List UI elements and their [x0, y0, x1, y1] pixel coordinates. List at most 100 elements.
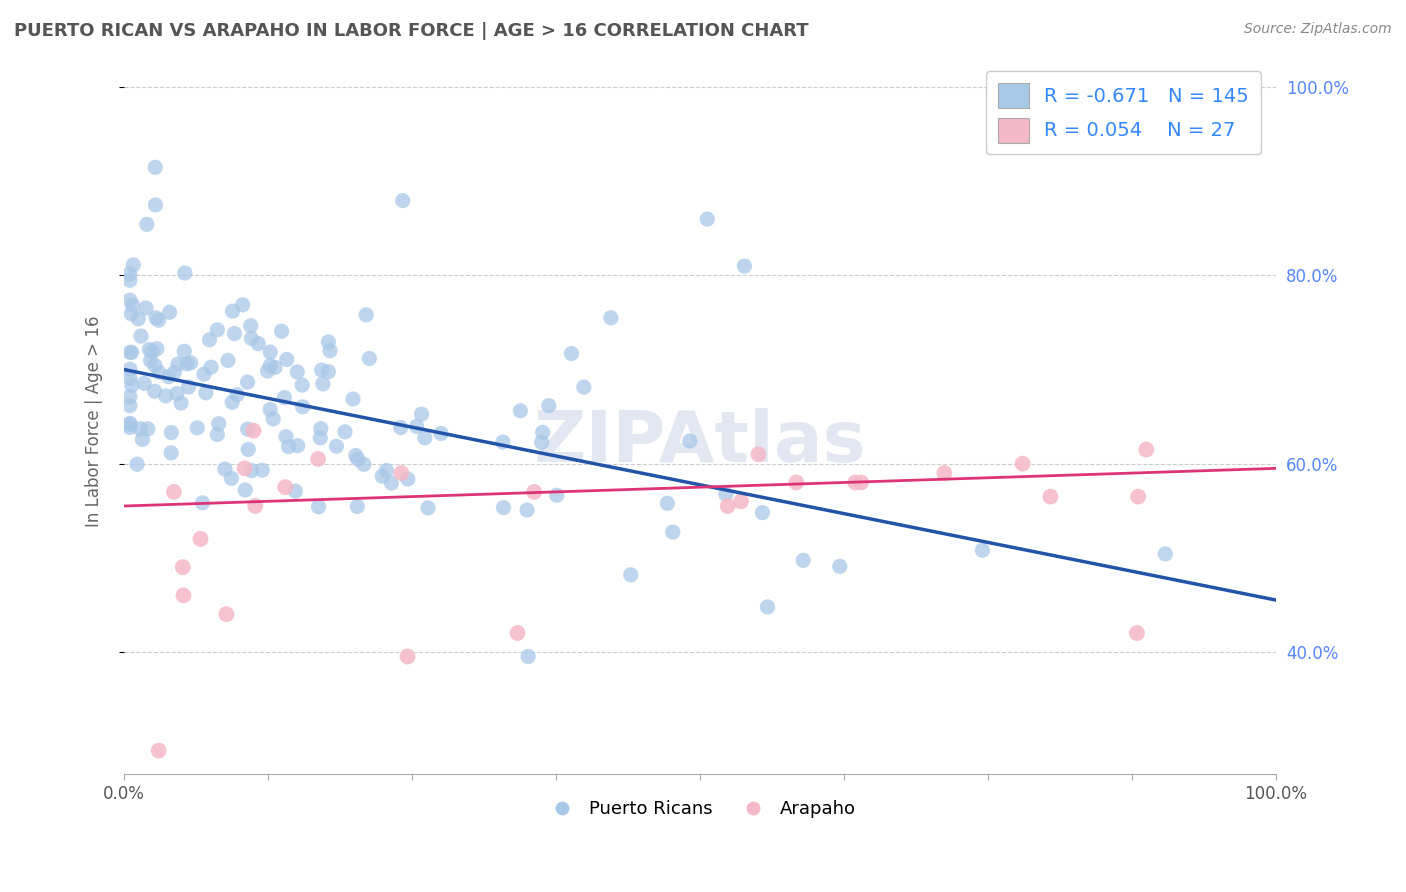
Point	[1039, 490, 1062, 504]
Point	[747, 447, 769, 461]
Point	[516, 503, 538, 517]
Point	[148, 313, 170, 327]
Point	[226, 387, 249, 401]
Point	[679, 434, 702, 448]
Point	[118, 362, 141, 376]
Point	[157, 369, 180, 384]
Point	[240, 464, 263, 478]
Point	[176, 357, 198, 371]
Point	[285, 365, 308, 379]
Point	[193, 368, 215, 382]
Point	[416, 500, 439, 515]
Point	[375, 463, 398, 477]
Point	[792, 553, 814, 567]
Point	[159, 305, 181, 319]
Point	[221, 395, 243, 409]
Point	[309, 422, 332, 436]
Point	[127, 311, 149, 326]
Point	[170, 396, 193, 410]
Point	[190, 532, 212, 546]
Point	[118, 293, 141, 307]
Point	[221, 471, 243, 485]
Legend: Puerto Ricans, Arapaho: Puerto Ricans, Arapaho	[537, 793, 863, 825]
Point	[198, 333, 221, 347]
Point	[129, 329, 152, 343]
Point	[291, 400, 314, 414]
Point	[413, 431, 436, 445]
Point	[756, 599, 779, 614]
Point	[207, 427, 229, 442]
Point	[217, 353, 239, 368]
Point	[118, 420, 141, 434]
Point	[135, 301, 157, 315]
Point	[273, 391, 295, 405]
Point	[325, 439, 347, 453]
Point	[259, 359, 281, 373]
Point	[259, 402, 281, 417]
Point	[828, 559, 851, 574]
Point	[236, 375, 259, 389]
Point	[318, 334, 340, 349]
Point	[733, 259, 755, 273]
Point	[200, 360, 222, 375]
Point	[207, 323, 229, 337]
Point	[208, 417, 231, 431]
Point	[173, 344, 195, 359]
Point	[751, 506, 773, 520]
Point	[233, 483, 256, 497]
Point	[1011, 457, 1033, 471]
Point	[242, 424, 264, 438]
Point	[125, 457, 148, 471]
Point	[849, 475, 872, 490]
Point	[270, 324, 292, 338]
Point	[172, 588, 194, 602]
Point	[118, 345, 141, 359]
Point	[155, 389, 177, 403]
Point	[145, 310, 167, 325]
Point	[523, 484, 546, 499]
Point	[371, 469, 394, 483]
Point	[430, 426, 453, 441]
Point	[287, 439, 309, 453]
Point	[344, 449, 367, 463]
Point	[844, 475, 866, 490]
Point	[506, 626, 529, 640]
Point	[141, 344, 163, 359]
Point	[259, 345, 281, 359]
Point	[221, 304, 243, 318]
Point	[492, 435, 515, 450]
Point	[274, 480, 297, 494]
Point	[139, 353, 162, 368]
Point	[284, 484, 307, 499]
Point	[291, 378, 314, 392]
Point	[396, 649, 419, 664]
Point	[239, 318, 262, 333]
Point	[236, 422, 259, 436]
Point	[934, 466, 956, 480]
Point	[309, 431, 332, 445]
Point	[391, 194, 413, 208]
Point	[186, 421, 208, 435]
Point	[214, 462, 236, 476]
Point	[354, 308, 377, 322]
Point	[146, 342, 169, 356]
Point	[167, 357, 190, 371]
Point	[215, 607, 238, 622]
Point	[252, 463, 274, 477]
Point	[143, 161, 166, 175]
Point	[1128, 490, 1150, 504]
Point	[118, 417, 141, 432]
Point	[160, 425, 183, 440]
Text: Source: ZipAtlas.com: Source: ZipAtlas.com	[1244, 22, 1392, 37]
Point	[129, 422, 152, 436]
Point	[238, 442, 260, 457]
Point	[1135, 442, 1157, 457]
Point	[353, 458, 375, 472]
Point	[163, 366, 186, 380]
Point	[118, 371, 141, 385]
Point	[509, 403, 531, 417]
Point	[359, 351, 381, 366]
Point	[730, 494, 752, 508]
Point	[312, 376, 335, 391]
Point	[256, 364, 278, 378]
